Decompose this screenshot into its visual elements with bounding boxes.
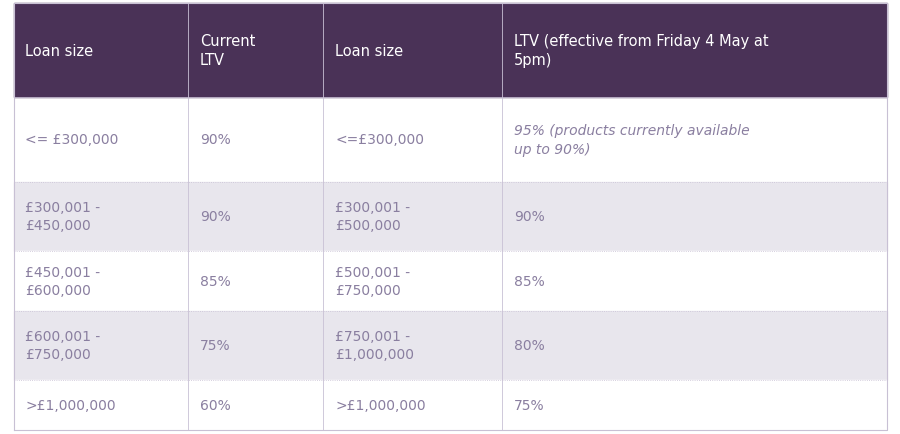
Text: £300,001 -
£450,000: £300,001 - £450,000 <box>25 201 100 233</box>
Text: 85%: 85% <box>200 274 230 288</box>
Text: £600,001 -
£750,000: £600,001 - £750,000 <box>25 329 101 362</box>
Text: >£1,000,000: >£1,000,000 <box>335 398 426 412</box>
Text: 60%: 60% <box>200 398 230 412</box>
Text: £450,001 -
£600,000: £450,001 - £600,000 <box>25 265 100 297</box>
Text: 75%: 75% <box>514 398 544 412</box>
Text: 85%: 85% <box>514 274 544 288</box>
Text: >£1,000,000: >£1,000,000 <box>25 398 116 412</box>
Text: <=£300,000: <=£300,000 <box>335 133 424 147</box>
Bar <box>14 380 886 430</box>
Text: Current
LTV: Current LTV <box>200 34 256 68</box>
Text: <= £300,000: <= £300,000 <box>25 133 119 147</box>
Text: 90%: 90% <box>514 210 544 224</box>
Text: 95% (products currently available
up to 90%): 95% (products currently available up to … <box>514 124 750 156</box>
Text: 80%: 80% <box>514 339 544 352</box>
Text: LTV (effective from Friday 4 May at
5pm): LTV (effective from Friday 4 May at 5pm) <box>514 34 769 68</box>
Text: £500,001 -
£750,000: £500,001 - £750,000 <box>335 265 410 297</box>
Bar <box>14 251 886 311</box>
Bar <box>14 182 886 251</box>
Bar <box>14 98 886 182</box>
Text: £300,001 -
£500,000: £300,001 - £500,000 <box>335 201 410 233</box>
Text: 75%: 75% <box>200 339 230 352</box>
Text: 90%: 90% <box>200 133 230 147</box>
Text: 90%: 90% <box>200 210 230 224</box>
Text: Loan size: Loan size <box>335 44 403 59</box>
Bar <box>14 4 886 98</box>
Text: £750,001 -
£1,000,000: £750,001 - £1,000,000 <box>335 329 414 362</box>
Text: Loan size: Loan size <box>25 44 94 59</box>
Bar <box>14 311 886 380</box>
